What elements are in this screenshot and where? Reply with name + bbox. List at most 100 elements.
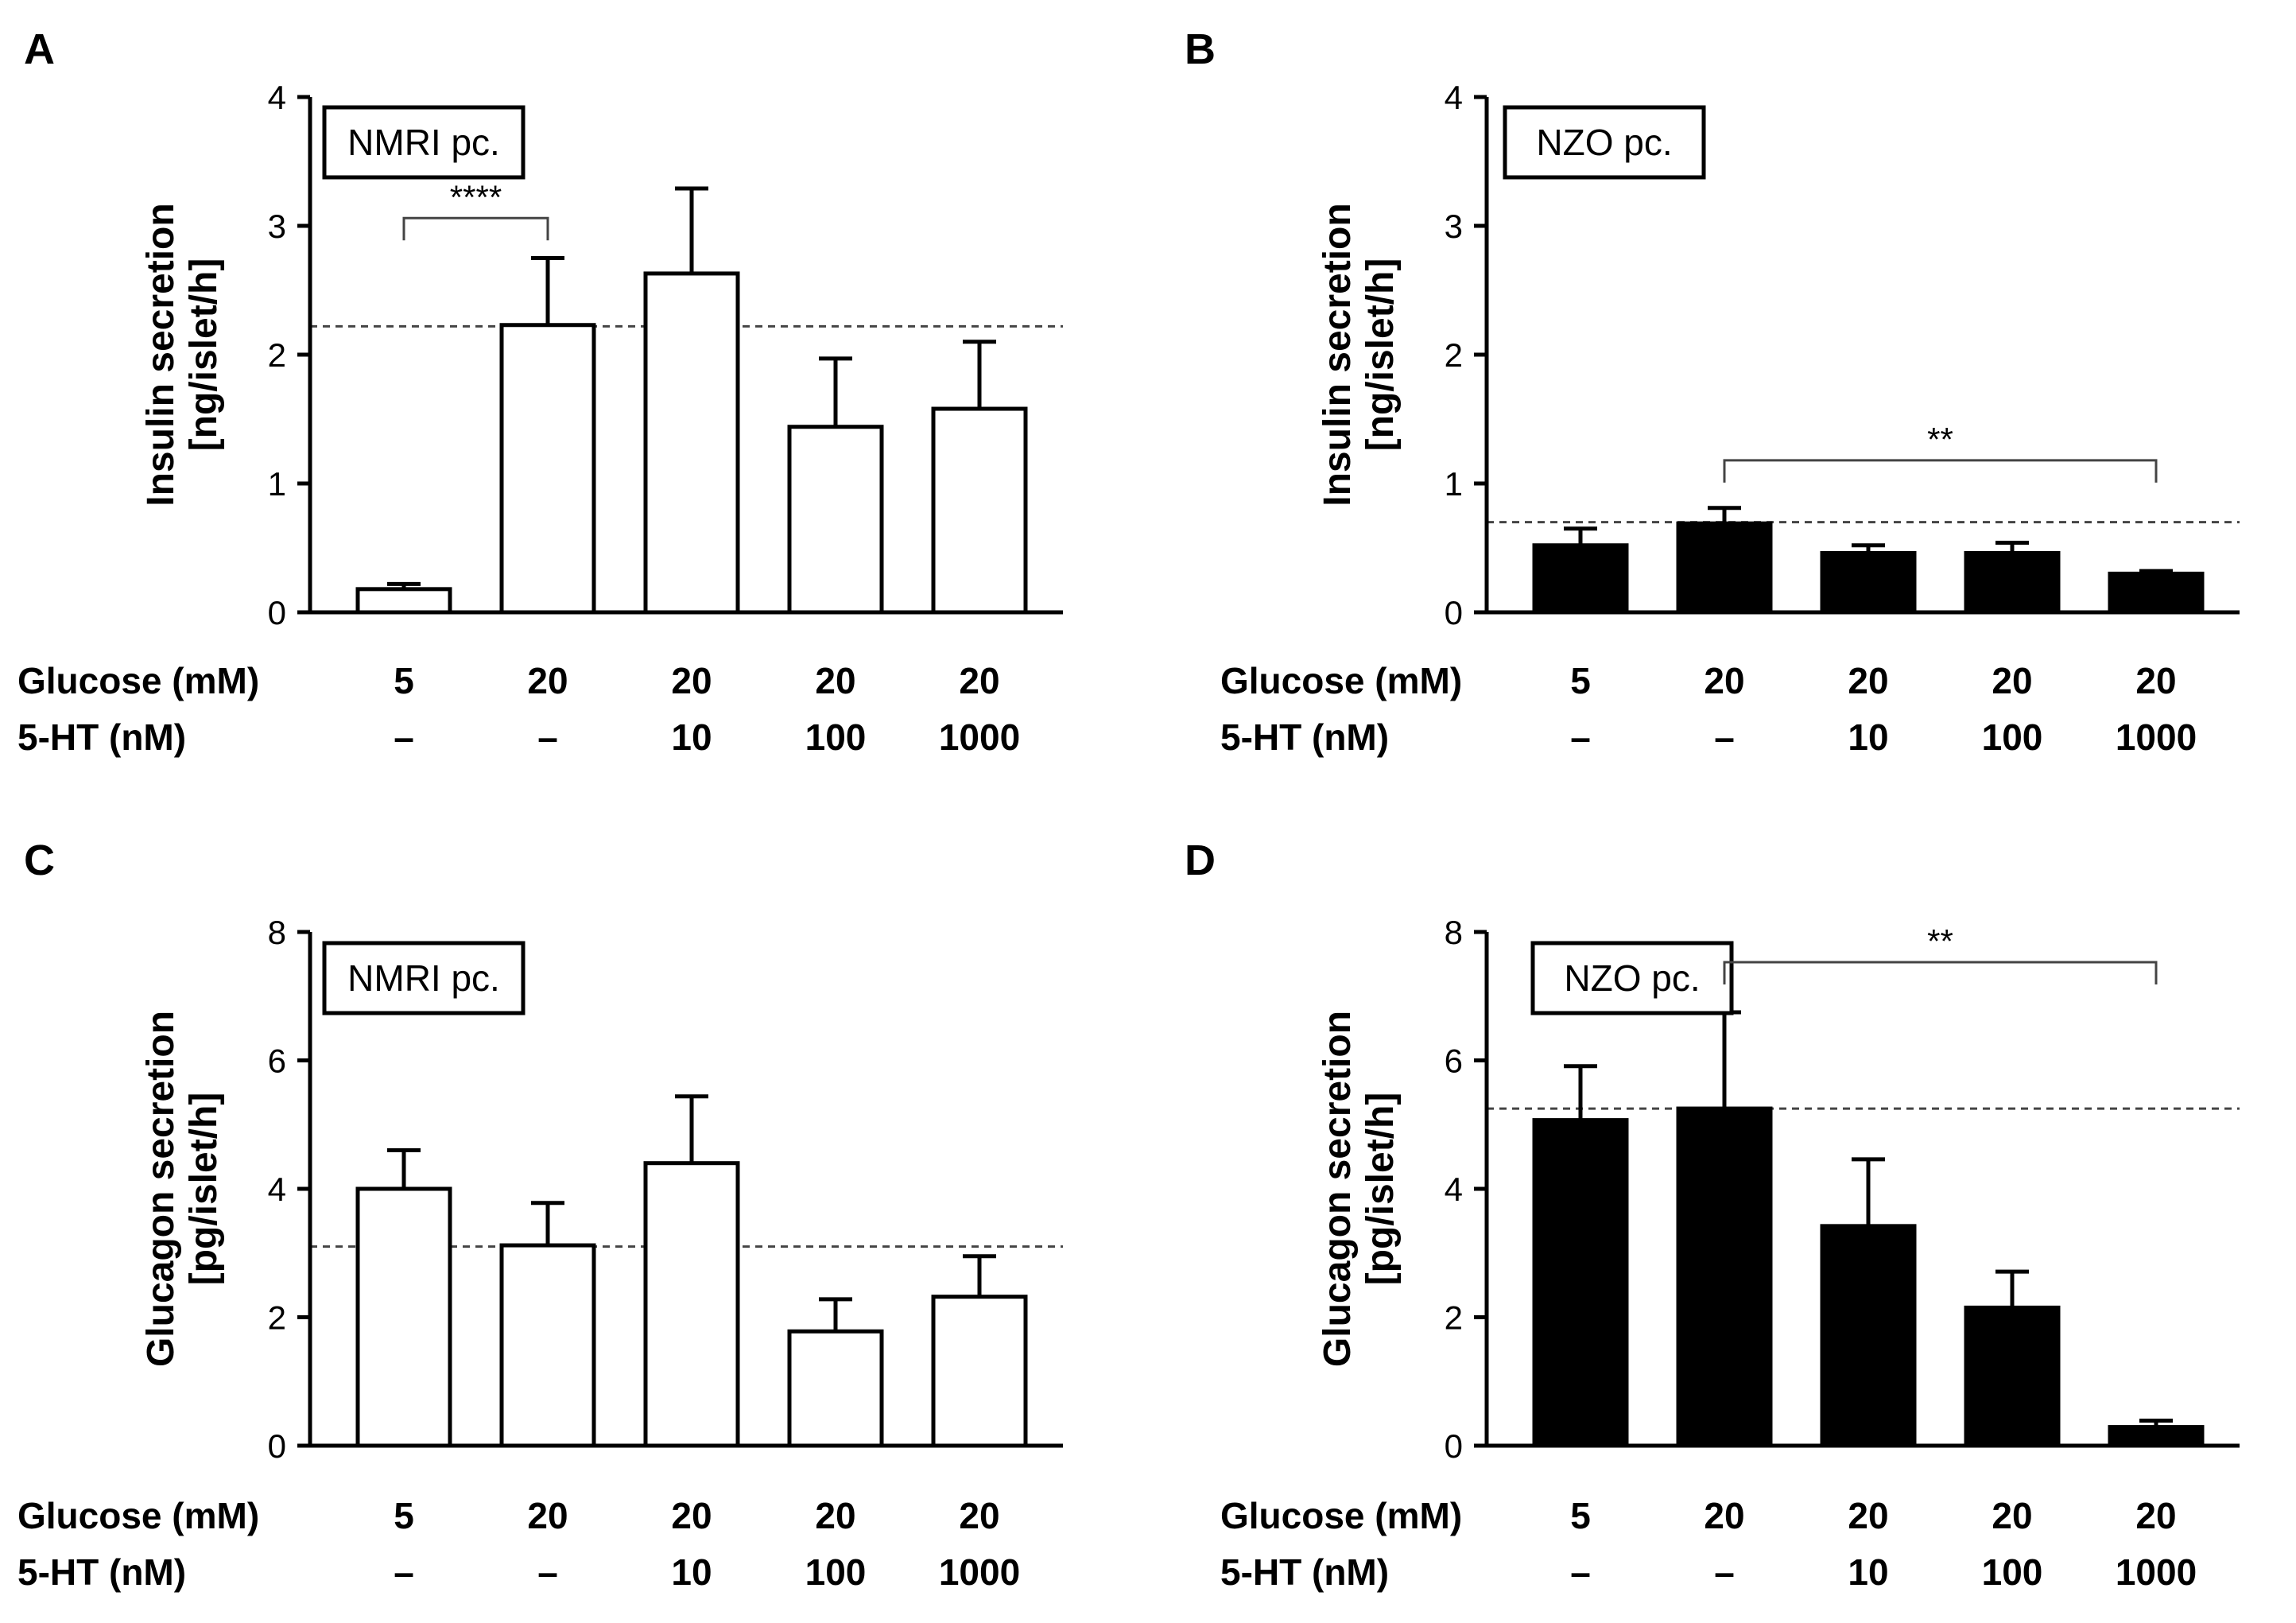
bar [643, 1161, 740, 1448]
glucose-value: 20 [959, 1495, 999, 1536]
glucose-row-label: Glucose (mM) [1220, 660, 1462, 701]
y-tick-label: 4 [268, 1171, 286, 1208]
serotonin-value: 1000 [2116, 716, 2197, 758]
glucose-value: 5 [1570, 660, 1591, 701]
panel-a: A 0 1 2 3 4 Insulin secretion [ng/islet/h] NMRI … [17, 25, 1063, 758]
serotonin-value: 100 [1982, 1551, 2043, 1593]
strain-label-box: NZO pc. [1530, 941, 1734, 1015]
y-tick-label: 3 [1445, 208, 1463, 245]
y-tick-label: 0 [268, 594, 286, 631]
serotonin-value: – [394, 716, 414, 758]
y-tick-label: 6 [268, 1043, 286, 1080]
glucose-value: 20 [1704, 660, 1744, 701]
bar [499, 323, 596, 615]
strain-box-frame [322, 105, 526, 180]
serotonin-value: 10 [1848, 1551, 1888, 1593]
serotonin-value: 100 [1982, 716, 2043, 758]
panel-label: D [1185, 837, 1216, 884]
panel-label: C [24, 837, 55, 884]
serotonin-value: 1000 [2116, 1551, 2197, 1593]
glucose-value: 5 [394, 1495, 414, 1536]
serotonin-value: – [537, 1551, 558, 1593]
bar [1820, 550, 1917, 615]
y-axis-title: Insulin secretion [1317, 203, 1359, 506]
serotonin-value: 100 [805, 716, 867, 758]
y-tick-label: 4 [268, 79, 286, 116]
serotonin-value: 1000 [939, 716, 1020, 758]
y-tick-label: 2 [1445, 1299, 1463, 1337]
glucose-row-label: Glucose (mM) [17, 1495, 259, 1536]
y-tick-label: 0 [1445, 594, 1463, 631]
glucose-value: 20 [959, 660, 999, 701]
serotonin-value: 100 [805, 1551, 867, 1593]
y-tick-label: 0 [1445, 1427, 1463, 1465]
y-axis-title: Glucagon secretion [1317, 1011, 1359, 1367]
y-tick-label: 4 [1445, 1171, 1463, 1208]
y-tick-label: 2 [268, 336, 286, 374]
panel-label: B [1185, 25, 1216, 73]
glucose-value: 20 [815, 660, 855, 701]
bar [1820, 1224, 1917, 1448]
panel-d: D 0 2 4 6 8 Glucagon secretion [pg/islet/h] NZO … [1185, 837, 2240, 1593]
y-tick-label: 0 [268, 1427, 286, 1465]
serotonin-value: 10 [671, 1551, 712, 1593]
strain-label: NMRI pc. [347, 122, 500, 163]
strain-box-frame [1530, 941, 1734, 1015]
glucose-value: 20 [527, 660, 568, 701]
panel-c: C 0 2 4 6 8 Glucagon secretion [pg/islet/h] NMRI… [17, 837, 1063, 1593]
serotonin-value: – [537, 716, 558, 758]
strain-label-box: NZO pc. [1503, 105, 1706, 180]
serotonin-value: 10 [671, 716, 712, 758]
glucose-value: 20 [815, 1495, 855, 1536]
glucose-value: 20 [527, 1495, 568, 1536]
significance-bracket [1723, 459, 2158, 483]
strain-label: NZO pc. [1564, 957, 1700, 999]
bar [2108, 1425, 2205, 1448]
serotonin-value: 10 [1848, 716, 1888, 758]
y-tick-label: 1 [1445, 465, 1463, 503]
y-tick-label: 6 [1445, 1043, 1463, 1080]
glucose-value: 20 [1704, 1495, 1744, 1536]
bar [643, 271, 740, 615]
glucose-value: 20 [1848, 1495, 1888, 1536]
serotonin-value: – [1714, 716, 1735, 758]
bar [787, 1329, 884, 1448]
y-tick-label: 1 [268, 465, 286, 503]
serotonin-value: – [1714, 1551, 1735, 1593]
strain-box-frame [322, 941, 526, 1015]
bar [1964, 550, 2061, 615]
bar [787, 425, 884, 615]
bar [931, 406, 1028, 615]
panel-label: A [24, 25, 55, 73]
strain-label-box: NMRI pc. [322, 105, 526, 180]
y-axis-title: Insulin secretion [140, 203, 182, 506]
y-axis-unit: [pg/islet/h] [183, 1093, 225, 1286]
significance-bracket [402, 216, 549, 241]
serotonin-value: – [394, 1551, 414, 1593]
strain-label: NZO pc. [1536, 122, 1672, 163]
glucose-value: 20 [1992, 660, 2032, 701]
y-tick-label: 8 [268, 914, 286, 951]
y-tick-label: 2 [268, 1299, 286, 1337]
bar [1676, 521, 1773, 615]
strain-box-frame [1503, 105, 1706, 180]
glucose-value: 5 [394, 660, 414, 701]
bar [355, 1186, 452, 1448]
strain-label-box: NMRI pc. [322, 941, 526, 1015]
strain-label: NMRI pc. [347, 957, 500, 999]
glucose-row-label: Glucose (mM) [17, 660, 259, 701]
serotonin-row-label: 5-HT (nM) [17, 716, 186, 758]
bar [931, 1295, 1028, 1448]
bar [355, 587, 452, 615]
bar [2108, 571, 2205, 615]
significance-label: ** [1927, 421, 1953, 458]
bar [1964, 1305, 2061, 1448]
glucose-value: 20 [2135, 1495, 2176, 1536]
serotonin-value: – [1570, 716, 1591, 758]
y-axis-unit: [ng/islet/h] [1359, 258, 1402, 452]
y-axis-unit: [pg/islet/h] [1359, 1093, 1402, 1286]
y-tick-label: 3 [268, 208, 286, 245]
panel-b: B 0 1 2 3 4 Insulin secretion [ng/islet/h] NZO p… [1185, 25, 2240, 758]
significance-bracket [1723, 961, 2158, 984]
